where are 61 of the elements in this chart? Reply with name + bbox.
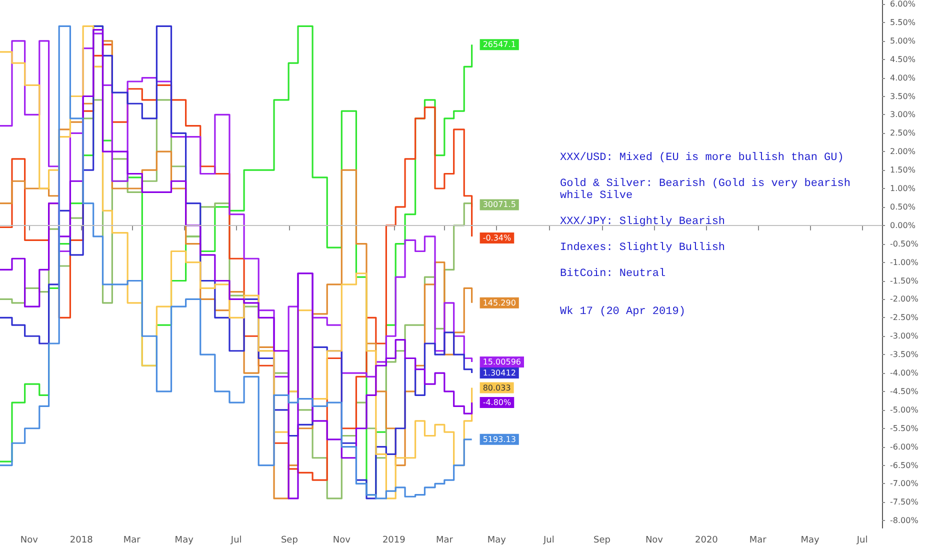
annotation: 30071.5: [482, 200, 516, 210]
x-tick-label: Jul: [856, 536, 868, 546]
annotation: BitCoin: Neutral: [560, 268, 667, 280]
y-tick-label: -3.00%: [890, 332, 919, 341]
y-tick-label: 5.50%: [890, 18, 916, 27]
x-tick-label: Mar: [436, 536, 454, 546]
x-tick-label: Nov: [332, 536, 352, 546]
y-tick-label: 3.00%: [890, 110, 916, 120]
x-tick-label: May: [487, 536, 507, 546]
y-tick-label: 5.00%: [890, 36, 916, 46]
annotation: -0.34%: [482, 233, 512, 242]
annotation: Indexes: Slightly Bullish: [560, 242, 726, 254]
y-tick-label: 1.50%: [890, 166, 916, 175]
annotation: 26547.1: [482, 40, 516, 50]
y-tick-label: -4.50%: [890, 386, 919, 396]
x-tick-label: Nov: [645, 536, 664, 546]
x-tick-label: 2019: [382, 536, 406, 546]
annotation: 15.00596: [482, 357, 521, 366]
x-tick-label: 2020: [695, 536, 718, 546]
y-tick-label: -6.00%: [890, 442, 919, 452]
x-tick-label: 2018: [70, 536, 94, 546]
y-tick-label: -8.00%: [890, 516, 919, 526]
y-tick-label: -4.00%: [890, 368, 919, 378]
x-tick-label: Sep: [280, 536, 298, 546]
y-tick-label: -5.50%: [890, 424, 919, 433]
y-tick-label: -0.50%: [890, 239, 919, 248]
y-tick-label: 0.50%: [890, 202, 916, 212]
x-tick-label: Mar: [123, 536, 141, 546]
x-tick-label: Jul: [230, 536, 242, 546]
y-tick-label: -2.00%: [890, 294, 919, 304]
y-tick-label: -6.50%: [890, 460, 919, 470]
x-tick-label: Mar: [749, 536, 767, 546]
annotation: Wk 17 (20 Apr 2019): [560, 306, 686, 318]
x-tick-label: Jul: [542, 536, 554, 546]
y-tick-label: 2.00%: [890, 147, 916, 156]
y-tick-label: 6.00%: [890, 0, 916, 8]
y-tick-label: -1.50%: [890, 276, 919, 286]
y-tick-label: -5.00%: [890, 405, 919, 414]
annotation: XXX/JPY: Slightly Bearish: [560, 216, 726, 228]
annotation: -4.80%: [482, 398, 512, 408]
y-tick-label: -1.00%: [890, 258, 919, 267]
y-tick-label: 3.50%: [890, 92, 916, 101]
y-tick-label: 4.50%: [890, 54, 916, 64]
y-tick-label: -7.50%: [890, 498, 919, 507]
annotation: 1.30412: [482, 368, 516, 378]
x-tick-label: May: [800, 536, 820, 546]
y-tick-label: 1.00%: [890, 184, 916, 194]
x-tick-label: Nov: [20, 536, 39, 546]
x-tick-label: May: [174, 536, 194, 546]
y-tick-label: -7.00%: [890, 479, 919, 488]
annotation: 80.033: [482, 383, 511, 392]
y-tick-label: 4.00%: [890, 73, 916, 82]
y-tick-label: 2.50%: [890, 128, 916, 138]
y-tick-label: -3.50%: [890, 350, 919, 360]
y-tick-label: -2.50%: [890, 313, 919, 322]
annotation: Gold & Silver: Bearish (Gold is very bearish while Silve: [560, 178, 852, 202]
x-tick-label: Sep: [594, 536, 611, 546]
annotation: XXX/USD: Mixed (EU is more bullish than GU): [560, 152, 845, 164]
annotation: 5193.13: [482, 434, 516, 444]
y-tick-label: 0.00%: [890, 220, 916, 230]
annotation: 145.290: [482, 298, 516, 308]
